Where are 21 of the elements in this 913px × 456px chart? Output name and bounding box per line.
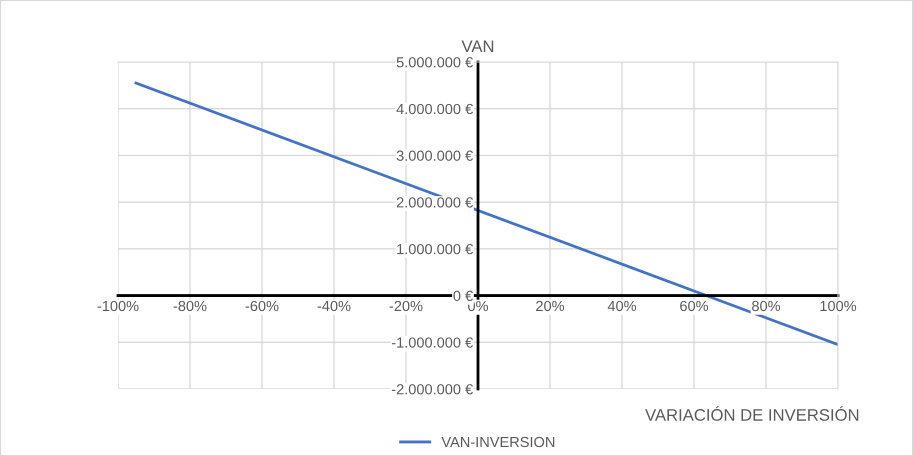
- x-tick-label: 60%: [680, 300, 708, 312]
- y-tick-label: 1.000.000 €: [397, 244, 473, 254]
- y-tick-label: 5.000.000 €: [396, 57, 473, 68]
- x-tick-label: -100%: [98, 300, 139, 312]
- x-tick-label: 80%: [752, 300, 780, 312]
- x-axis-title: VARIACIÓN DE INVERSIÓN: [645, 406, 858, 421]
- x-tick-label: 20%: [536, 300, 564, 312]
- x-tick-label: 100%: [820, 300, 856, 312]
- x-tick-label: 40%: [608, 300, 636, 312]
- x-tick-label: -80%: [174, 300, 207, 312]
- y-tick-label: -2.000.000 €: [392, 384, 473, 394]
- y-axis-title: VAN: [462, 40, 494, 52]
- y-tick-label: 2.000.000 €: [396, 197, 473, 208]
- y-tick-label: 0 €: [453, 290, 473, 301]
- legend-label: VAN-INVERSION: [441, 436, 554, 448]
- x-tick-label: -60%: [246, 300, 279, 312]
- x-tick-label: -20%: [390, 300, 423, 312]
- y-tick-label: 4.000.000 €: [396, 104, 473, 114]
- x-tick-label: -40%: [318, 300, 351, 312]
- y-tick-label: 3.000.000 €: [396, 150, 473, 161]
- y-tick-label: -1.000.000 €: [392, 337, 473, 348]
